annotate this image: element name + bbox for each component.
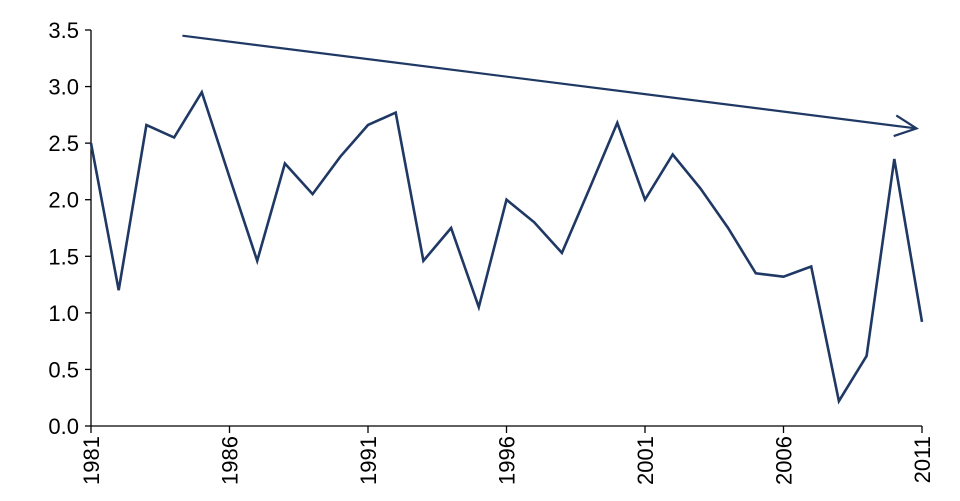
y-tick-label: 0.5 <box>48 357 79 382</box>
y-tick-label: 0.0 <box>48 414 79 439</box>
x-tick-label: 1986 <box>218 436 243 485</box>
y-axis-ticks: 0.0 0.5 1.0 1.5 2.0 2.5 3.0 3.5 <box>48 18 91 439</box>
x-tick-label: 1981 <box>79 436 104 485</box>
chart-annotations <box>182 34 920 138</box>
y-tick-label: 2.5 <box>48 131 79 156</box>
y-tick-label: 1.5 <box>48 244 79 269</box>
trend-arrow-head <box>893 114 920 138</box>
y-tick-label: 2.0 <box>48 188 79 213</box>
x-tick-label: 1991 <box>356 436 381 485</box>
x-tick-label: 2006 <box>772 436 797 485</box>
y-tick-label: 3.0 <box>48 75 79 100</box>
chart-series <box>89 89 924 405</box>
x-tick-label: 2001 <box>633 436 658 485</box>
y-tick-label: 1.0 <box>48 301 79 326</box>
trend-arrow-line <box>182 34 917 130</box>
x-tick-label: 2011 <box>910 436 935 483</box>
x-axis-ticks: 1981 1986 1991 1996 2001 2006 2011 <box>79 426 935 485</box>
y-tick-label: 3.5 <box>48 18 79 43</box>
x-tick-label: 1996 <box>495 436 520 485</box>
